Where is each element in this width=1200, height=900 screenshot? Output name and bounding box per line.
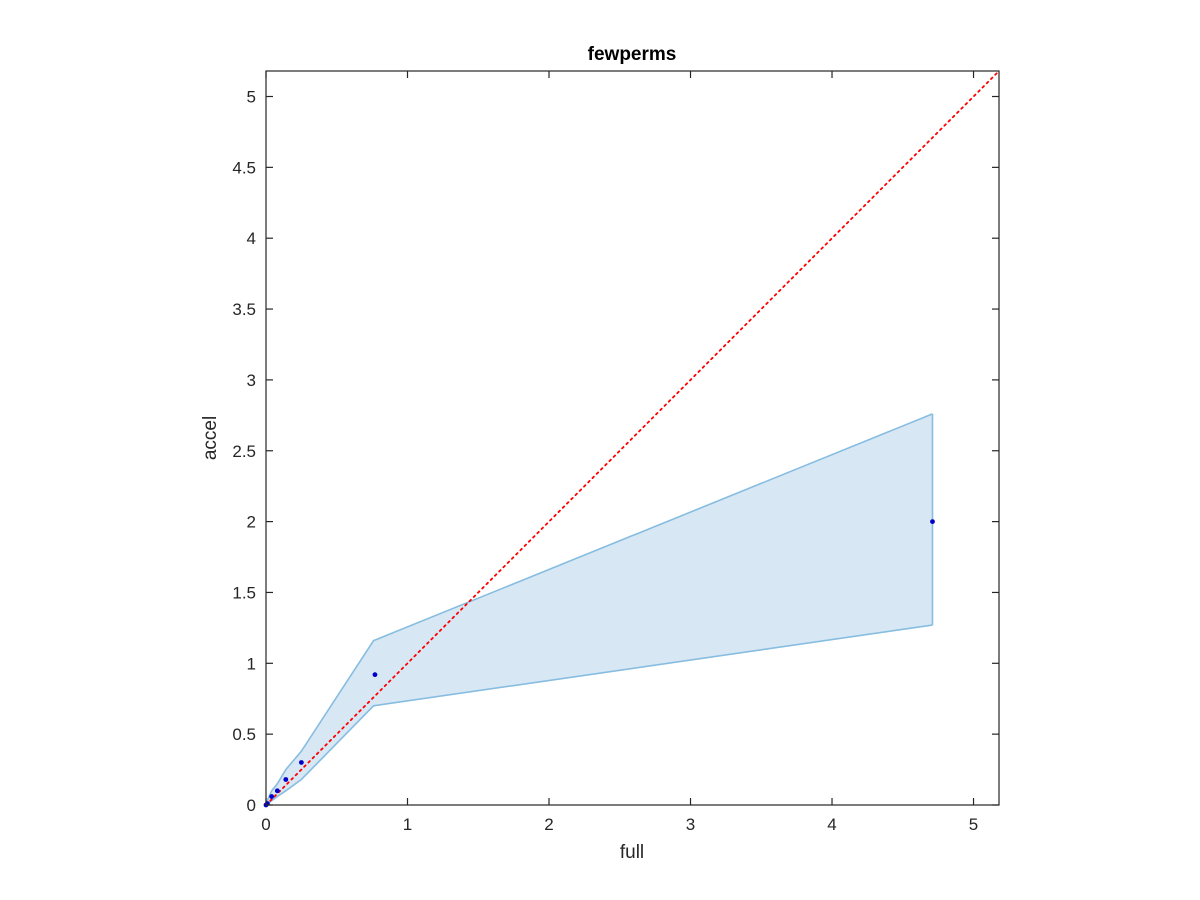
x-tick-label: 3 — [686, 815, 695, 834]
band-lower-edge — [265, 624, 933, 806]
x-axis-label: full — [620, 842, 644, 863]
y-tick-label: 1 — [247, 654, 256, 673]
x-tick-label: 0 — [261, 815, 270, 834]
x-tick-label: 1 — [403, 815, 412, 834]
data-point — [269, 794, 275, 799]
data-point — [274, 788, 280, 794]
y-tick-label: 2 — [247, 513, 256, 532]
y-tick-label: 3 — [247, 371, 256, 390]
y-axis-label: accel — [200, 416, 221, 460]
x-tick-label: 2 — [544, 815, 553, 834]
x-tick-label: 5 — [969, 815, 978, 834]
x-tick-label: 4 — [827, 815, 836, 834]
y-tick-label: 3.5 — [232, 300, 256, 319]
data-point — [372, 672, 378, 678]
band-fill — [266, 413, 933, 805]
y-tick-label: 0 — [247, 796, 256, 815]
y-tick-label: 0.5 — [232, 725, 256, 744]
y-tick-label: 5 — [247, 88, 256, 107]
data-point — [930, 519, 935, 525]
data-point — [298, 760, 304, 765]
plot-area-frame — [265, 70, 1000, 806]
x-axis-ticks: 0 1 2 3 4 5 — [261, 71, 978, 834]
y-tick-label: 1.5 — [232, 583, 256, 602]
reference-line-layer — [265, 70, 1000, 806]
chart-title: fewperms — [588, 44, 677, 65]
data-points-layer — [263, 519, 935, 808]
reference-line-identity — [265, 70, 1000, 806]
data-point — [283, 777, 289, 782]
y-axis-ticks: 0 0.5 1 1.5 2 2.5 3 3.5 4 4.5 5 — [232, 88, 999, 815]
y-tick-label: 4 — [247, 229, 256, 248]
band-upper-edge — [265, 413, 933, 804]
y-tick-label: 2.5 — [232, 442, 256, 461]
y-tick-label: 4.5 — [232, 158, 256, 177]
